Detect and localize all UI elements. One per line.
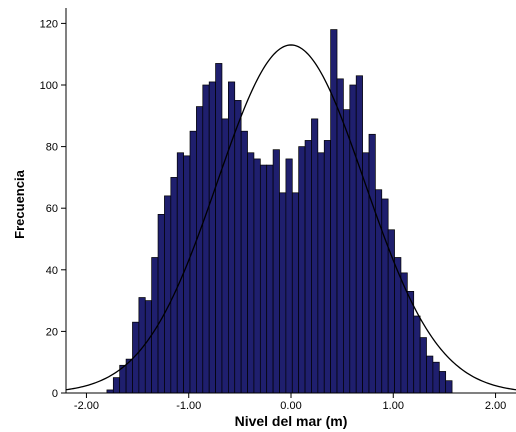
histogram-bar <box>426 355 434 394</box>
histogram-bar <box>343 109 351 394</box>
histogram-bar <box>266 164 274 394</box>
y-tick-label: 120 <box>40 18 58 30</box>
y-tick-label: 40 <box>46 265 58 277</box>
bars-layer <box>106 29 453 394</box>
y-tick-label: 0 <box>52 388 58 400</box>
histogram-bar <box>253 158 261 394</box>
histogram-bar <box>349 84 357 394</box>
histogram-bar <box>330 29 338 394</box>
y-tick-label: 20 <box>46 326 58 338</box>
histogram-bar <box>317 152 325 394</box>
histogram-bar <box>247 152 255 394</box>
histogram-bar <box>170 177 178 394</box>
y-tick-label: 80 <box>46 142 58 154</box>
histogram-bar <box>157 214 165 394</box>
histogram-bar <box>196 106 204 394</box>
histogram-bar <box>176 152 184 394</box>
histogram-bar <box>144 300 152 394</box>
histogram-bar <box>445 380 453 394</box>
x-tick-label: -2.00 <box>74 400 99 412</box>
x-ticks-layer: -2.00 -1.00 0.00 1.00 2.00 <box>74 393 506 412</box>
histogram-bar <box>234 100 242 394</box>
y-tick-label: 60 <box>46 203 58 215</box>
histogram-bar <box>291 192 300 394</box>
histogram-bar <box>215 63 223 394</box>
histogram-bar <box>228 81 236 394</box>
histogram-bar <box>381 198 389 394</box>
histogram-bar <box>432 361 440 394</box>
histogram-bar <box>304 140 312 394</box>
x-tick-label: 0.00 <box>280 400 301 412</box>
histogram-bar <box>285 158 293 394</box>
histogram-bar <box>336 78 344 394</box>
histogram-bar <box>183 155 191 394</box>
histogram-bar <box>298 146 306 394</box>
histogram-bar <box>355 75 363 394</box>
histogram-bar <box>406 291 415 394</box>
histogram-bar <box>164 195 172 394</box>
histogram-bar <box>272 149 280 394</box>
histogram-bar <box>189 130 197 394</box>
histogram-bar <box>208 81 216 394</box>
histogram-bar <box>259 164 268 394</box>
normal-curve <box>65 44 516 391</box>
y-axis-title: Frecuencia <box>12 169 27 238</box>
histogram-bar <box>202 84 210 394</box>
y-ticks-layer: 0 20 40 60 80 100 120 <box>40 18 66 400</box>
histogram-bar <box>240 130 248 394</box>
histogram-bar <box>362 152 370 394</box>
x-axis-title: Nivel del mar (m) <box>235 413 348 429</box>
x-tick-label: 1.00 <box>383 400 404 412</box>
histogram-bar <box>419 337 427 394</box>
y-tick-label: 100 <box>40 80 58 92</box>
histogram-bar <box>368 133 376 394</box>
histogram-bar <box>279 192 287 394</box>
histogram-bar <box>413 315 421 394</box>
histogram-bar <box>112 377 121 394</box>
x-tick-label: -1.00 <box>176 400 201 412</box>
histogram-bar <box>438 371 447 394</box>
x-tick-label: 2.00 <box>485 400 506 412</box>
histogram-bar <box>323 140 331 394</box>
histogram-bar <box>311 118 319 394</box>
